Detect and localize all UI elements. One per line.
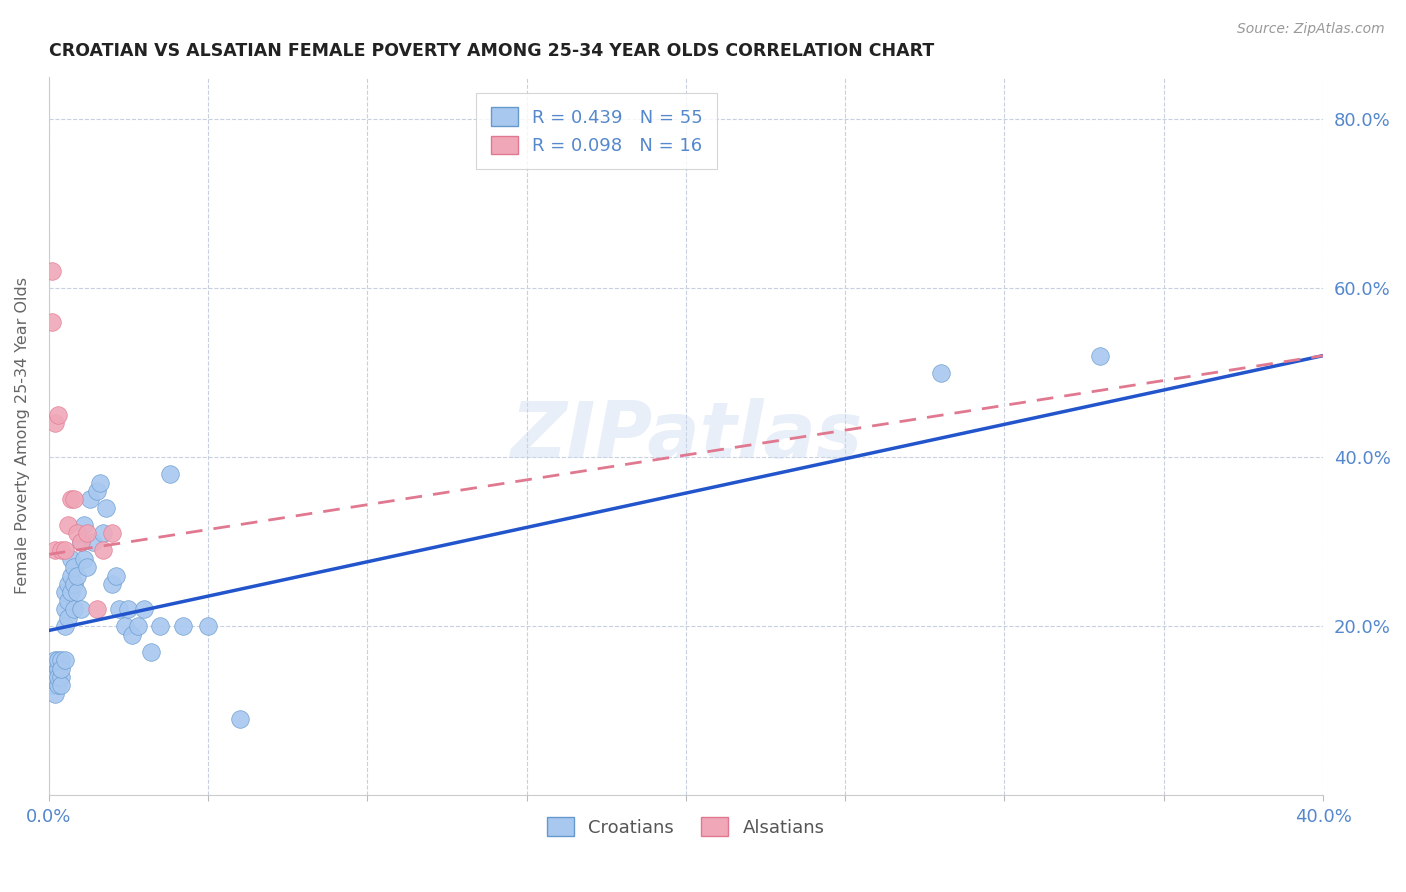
Point (63, 577, 86, 591)
Point (53, 543, 76, 558)
Point (91, 543, 114, 558)
Point (53, 619, 76, 633)
Point (172, 619, 194, 633)
Point (44, 417, 66, 431)
Point (197, 619, 219, 633)
Point (66, 568, 89, 582)
Point (86, 602, 108, 616)
Point (73, 517, 96, 532)
Point (51, 670, 73, 684)
Point (56, 611, 79, 625)
Point (1088, 349, 1111, 363)
Point (46, 661, 69, 675)
Point (108, 602, 131, 616)
Point (44, 543, 66, 558)
Point (56, 517, 79, 532)
Point (46, 653, 69, 667)
Point (104, 568, 127, 582)
Point (41, 678, 63, 692)
Point (53, 653, 76, 667)
Point (79, 492, 101, 507)
Point (117, 602, 139, 616)
Point (929, 366, 952, 380)
Point (44, 670, 66, 684)
Point (60, 585, 83, 599)
Point (101, 526, 124, 541)
Y-axis label: Female Poverty Among 25-34 Year Olds: Female Poverty Among 25-34 Year Olds (15, 277, 30, 594)
Point (76, 560, 98, 574)
Point (44, 653, 66, 667)
Point (51, 653, 73, 667)
Point (56, 577, 79, 591)
Point (66, 526, 89, 541)
Point (86, 483, 108, 498)
Point (114, 619, 136, 633)
Point (229, 712, 252, 726)
Point (63, 602, 86, 616)
Point (46, 670, 69, 684)
Point (91, 526, 114, 541)
Text: Source: ZipAtlas.com: Source: ZipAtlas.com (1237, 22, 1385, 37)
Point (94, 500, 117, 515)
Text: ZIPatlas: ZIPatlas (510, 398, 862, 474)
Point (46, 408, 69, 422)
Point (73, 551, 96, 566)
Point (159, 467, 181, 481)
Point (51, 661, 73, 675)
Point (76, 526, 98, 541)
Point (51, 543, 73, 558)
Legend: Croatians, Alsatians: Croatians, Alsatians (540, 810, 832, 844)
Point (56, 594, 79, 608)
Point (53, 585, 76, 599)
Point (69, 534, 91, 549)
Point (66, 585, 89, 599)
Point (139, 645, 162, 659)
Point (127, 619, 149, 633)
Point (60, 551, 83, 566)
Point (60, 492, 83, 507)
Point (69, 534, 91, 549)
Point (41, 264, 63, 278)
Point (41, 661, 63, 675)
Point (41, 315, 63, 329)
Text: CROATIAN VS ALSATIAN FEMALE POVERTY AMONG 25-34 YEAR OLDS CORRELATION CHART: CROATIAN VS ALSATIAN FEMALE POVERTY AMON… (49, 42, 934, 60)
Point (89, 475, 111, 490)
Point (51, 678, 73, 692)
Point (44, 687, 66, 701)
Point (63, 560, 86, 574)
Point (60, 568, 83, 582)
Point (46, 678, 69, 692)
Point (53, 602, 76, 616)
Point (101, 577, 124, 591)
Point (82, 534, 104, 549)
Point (121, 628, 143, 642)
Point (63, 492, 86, 507)
Point (149, 619, 172, 633)
Point (69, 602, 91, 616)
Point (134, 602, 156, 616)
